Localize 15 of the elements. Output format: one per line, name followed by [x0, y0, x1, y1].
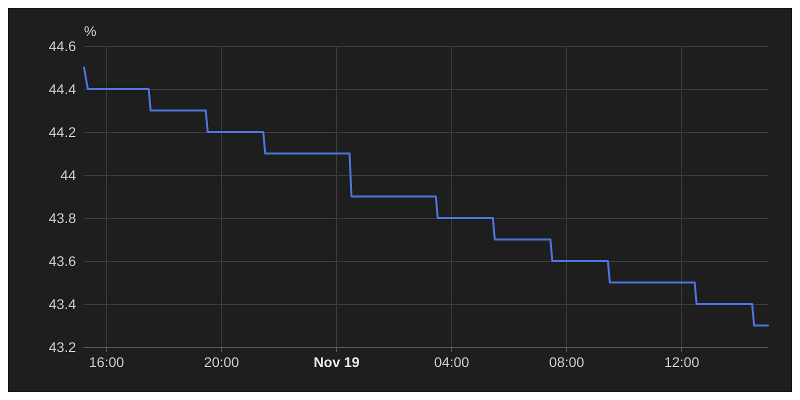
x-tick-label: 08:00 — [549, 354, 584, 370]
y-axis-title: % — [84, 23, 96, 39]
y-tick-label: 43.4 — [48, 296, 76, 312]
x-tick-label: 20:00 — [204, 354, 240, 370]
y-tick-label: 44.6 — [48, 38, 76, 54]
y-tick-label: 44.4 — [48, 81, 76, 97]
y-tick-label: 43.6 — [48, 253, 76, 269]
x-tick-label: 16:00 — [89, 354, 124, 370]
y-tick-label: 43.8 — [48, 210, 76, 226]
y-tick-label: 43.2 — [48, 339, 76, 355]
x-tick-label: 12:00 — [664, 354, 700, 370]
y-tick-label: 44 — [60, 167, 76, 183]
x-tick-label: Nov 19 — [314, 354, 360, 370]
x-tick-label: 04:00 — [434, 354, 470, 370]
y-tick-label: 44.2 — [48, 124, 76, 140]
